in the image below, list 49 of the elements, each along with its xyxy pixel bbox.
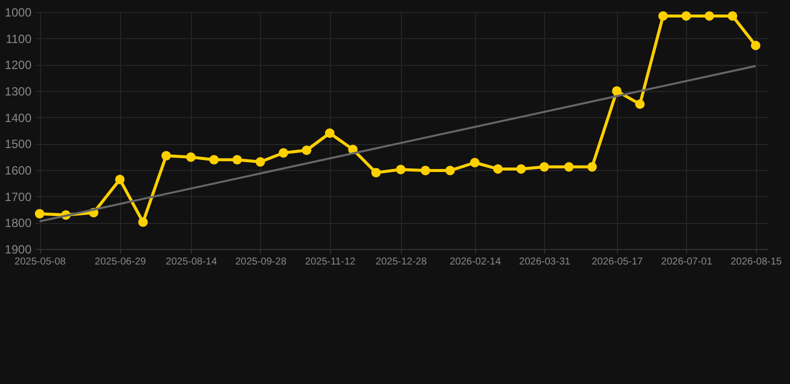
y-tick-label: 1900 [4,242,32,256]
point [587,162,597,172]
x-tick-label: 2025-09-28 [235,256,287,268]
x-tick-label: 2025-05-08 [14,256,66,268]
point [138,217,148,227]
y-tick-label: 1000 [4,6,32,20]
point [658,11,668,21]
point [540,162,549,172]
point [420,166,430,176]
x-tick-label: 2025-08-14 [166,256,218,268]
point [612,86,622,96]
y-tick-label: 1600 [4,164,32,178]
y-tick-label: 1300 [4,84,32,98]
x-tick-label: 2026-05-17 [592,256,644,268]
point [396,164,406,174]
point [325,128,334,138]
x-tick-label: 2025-06-29 [94,256,146,268]
point [728,11,738,21]
x-tick-label: 2025-12-28 [376,256,428,268]
point [704,11,714,21]
y-tick-label: 1500 [4,137,32,152]
x-tick-label: 2026-03-31 [519,256,571,268]
point [209,154,219,164]
y-tick-label: 1100 [6,32,32,46]
point [186,152,196,162]
x-tick-label: 2026-02-14 [450,256,502,268]
y-tick-label: 1200 [4,58,32,72]
point [302,146,312,155]
point [681,11,691,21]
x-tick-label: 2025-11-12 [305,256,356,268]
point [278,148,288,158]
point [445,166,455,176]
point [516,164,526,174]
y-tick-label: 1700 [4,190,32,204]
point [635,99,645,109]
point [161,151,171,161]
point [371,168,381,178]
point [256,157,266,167]
point [232,154,242,164]
y-tick-label: 1800 [4,216,32,230]
point [34,208,44,218]
point [493,164,503,174]
point [564,162,574,172]
point [115,174,125,184]
x-tick-label: 2026-07-01 [661,256,713,268]
x-tick-label: 2026-08-15 [730,256,782,268]
point [750,40,760,50]
point [470,158,480,168]
y-tick-label: 1400 [4,110,32,125]
